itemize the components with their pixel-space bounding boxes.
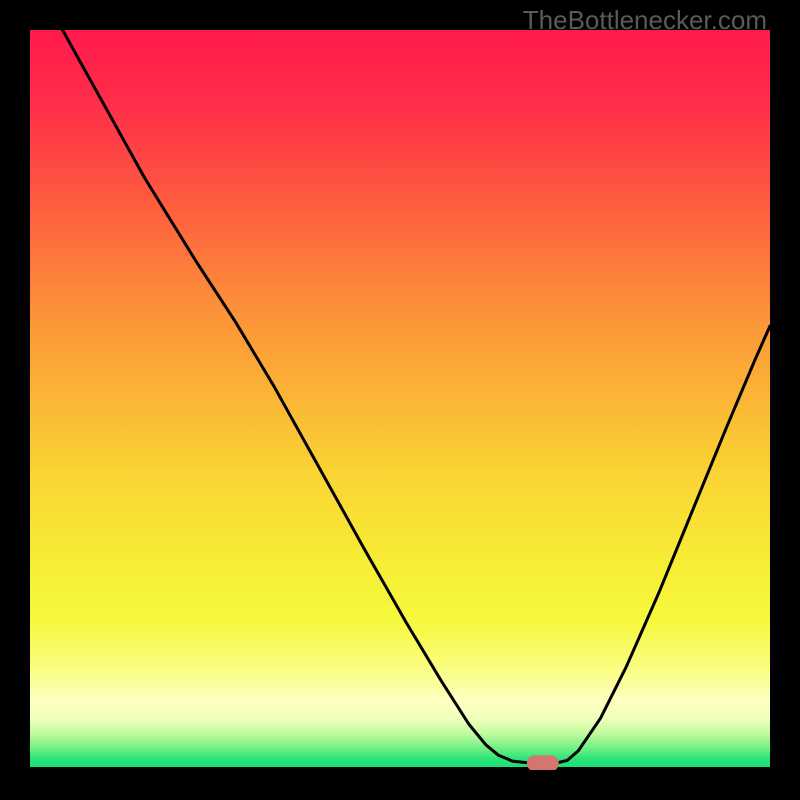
plot-area — [30, 30, 770, 770]
chart-container: { "canvas": { "width": 800, "height": 80… — [0, 0, 800, 800]
watermark-text: TheBottlenecker.com — [523, 5, 767, 36]
bottleneck-curve — [63, 30, 770, 763]
optimum-marker — [527, 755, 559, 770]
chart-svg — [30, 30, 770, 770]
